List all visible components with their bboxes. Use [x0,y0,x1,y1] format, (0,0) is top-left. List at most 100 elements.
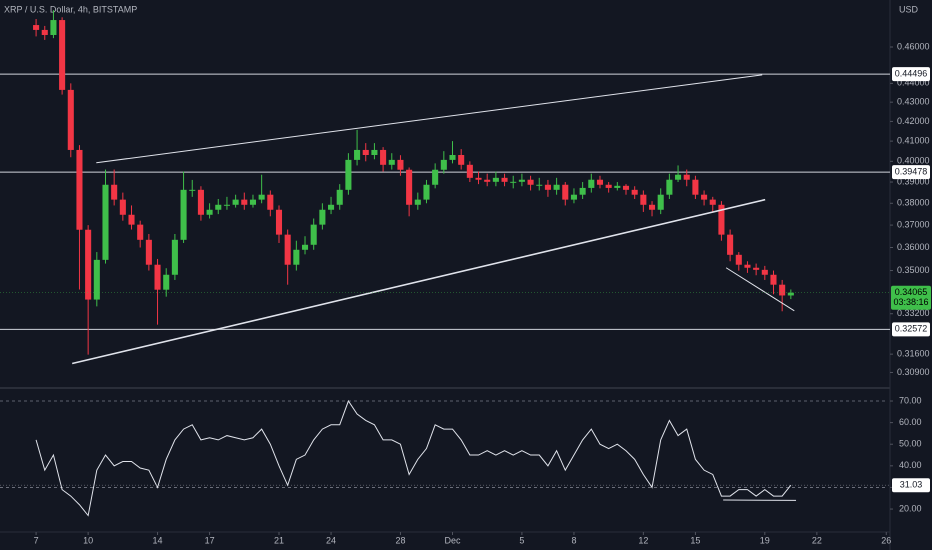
rsi-tick-label: 70.00 [899,395,922,405]
candle-body [154,264,161,290]
candle-body [50,20,57,35]
candle-body [145,239,152,265]
x-tick-label: Dec [444,535,461,545]
candle-body [553,184,560,190]
candle-body [336,189,343,205]
candle-body [761,269,768,275]
candle-body [119,199,126,215]
candle-body [770,274,777,285]
y-tick-label: 0.33200 [897,308,930,318]
candle-body [76,149,83,230]
y-tick-label: 0.36000 [897,242,930,252]
x-tick-label: 12 [638,535,648,545]
x-tick-label: 14 [153,535,163,545]
candle-body [683,174,690,180]
candle-body [406,169,413,205]
candle-body [267,194,274,210]
candle-body [319,209,326,225]
candle-body [449,155,456,160]
candle-body [709,199,716,205]
candle-body [380,149,387,165]
candle-body [596,179,604,185]
candle-body [206,209,213,215]
y-tick-label: 0.30900 [897,367,930,377]
candle-body [128,214,135,225]
candle-body [544,184,551,190]
candle-body [744,264,751,268]
candle-body [371,149,378,156]
candle-body [284,234,291,265]
candle-body [249,199,257,205]
candle-body [666,179,673,195]
candle-body [440,159,447,170]
candle-body [258,194,265,200]
rsi-last-label: 31.03 [900,480,923,490]
candle-body [345,159,352,190]
candle-body [362,149,369,156]
candle-body [475,177,482,180]
level-label: 0.32572 [895,324,928,334]
candle-body [180,189,187,240]
candle-body [197,189,204,215]
last-price-box [891,285,931,310]
rsi-tick-label: 40.00 [899,460,922,470]
x-tick-label: 21 [274,535,284,545]
y-tick-label: 0.31600 [897,349,930,359]
candle-body [614,185,621,188]
y-tick-label: 0.37000 [897,219,930,229]
candle-body [562,184,569,200]
trendline [725,267,795,312]
candle-body [397,159,404,170]
candle-body [275,209,283,235]
candle-body [787,292,794,296]
candle-body [59,20,66,90]
level-label-box [892,322,930,337]
trendline [71,198,766,365]
candle-body [536,184,543,186]
candle-body [588,179,595,188]
candle-body [657,194,664,210]
x-tick-label: 7 [34,535,39,545]
candle-body [223,204,230,206]
candle-body [432,169,439,185]
candle-body [102,184,109,260]
candle-body [111,184,118,200]
candle-body [735,254,742,265]
trendline [96,74,763,164]
candle-body [718,204,725,235]
candle-body [675,174,682,180]
x-tick-label: 5 [519,535,524,545]
y-tick-label: 0.35000 [897,265,930,275]
rsi-line [35,399,792,517]
currency-label: USD [899,4,919,14]
candle-body [301,244,309,250]
candle-body [779,284,786,296]
candle-body [171,239,178,275]
candle-body [605,184,612,188]
candle-body [753,267,760,270]
candle-body [85,229,92,300]
x-tick-label: 19 [760,535,770,545]
candle-body [423,184,430,200]
x-tick-label: 24 [326,535,336,545]
last-price-label: 0.34065 [895,287,928,297]
rsi-tick-label: 60.00 [899,417,922,427]
rsi-last-box [892,478,930,493]
candle-body [41,29,48,35]
rsi-tick-label: 50.00 [899,439,922,449]
y-tick-label: 0.38000 [897,198,930,208]
x-tick-label: 10 [83,535,93,545]
y-tick-label: 0.43000 [897,97,930,107]
y-tick-label: 0.44000 [897,78,930,88]
candle-body [701,194,708,200]
candle-body [93,259,100,300]
candle-body [579,187,586,195]
y-tick-label: 0.46000 [897,41,930,51]
candle-body [692,179,699,195]
chart-title: XRP / U.S. Dollar, 4h, BITSTAMP [4,4,137,14]
candle-body [648,204,656,210]
candle-body [354,149,361,160]
x-tick-label: 8 [571,535,576,545]
y-tick-label: 0.39000 [897,176,930,186]
x-tick-label: 28 [395,535,405,545]
